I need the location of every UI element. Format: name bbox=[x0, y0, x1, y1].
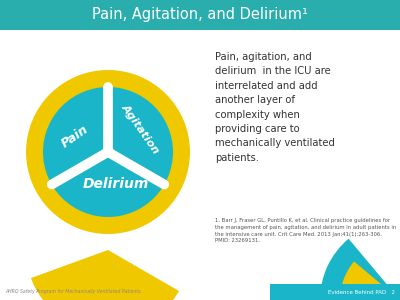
FancyBboxPatch shape bbox=[270, 284, 400, 300]
Circle shape bbox=[43, 87, 173, 217]
Wedge shape bbox=[31, 250, 179, 300]
Wedge shape bbox=[320, 239, 400, 300]
Text: 1. Barr J, Fraser GL, Puntillo K, et al. Clinical practice guidelines for
the ma: 1. Barr J, Fraser GL, Puntillo K, et al.… bbox=[215, 218, 396, 243]
Text: Pain: Pain bbox=[60, 123, 91, 151]
Wedge shape bbox=[340, 261, 400, 300]
Text: Pain, agitation, and
delirium  in the ICU are
interrelated and add
another layer: Pain, agitation, and delirium in the ICU… bbox=[215, 52, 335, 163]
Circle shape bbox=[102, 146, 114, 158]
Text: AHRQ Safety Program for Mechanically Ventilated Patients: AHRQ Safety Program for Mechanically Ven… bbox=[5, 289, 140, 294]
Bar bbox=[0, 0, 400, 30]
Text: Delirium: Delirium bbox=[83, 177, 149, 191]
Text: Agitation: Agitation bbox=[120, 102, 162, 156]
Circle shape bbox=[26, 70, 190, 234]
Text: Pain, Agitation, and Delirium¹: Pain, Agitation, and Delirium¹ bbox=[92, 8, 308, 22]
Text: Evidence Behind PAD   2: Evidence Behind PAD 2 bbox=[328, 290, 395, 295]
